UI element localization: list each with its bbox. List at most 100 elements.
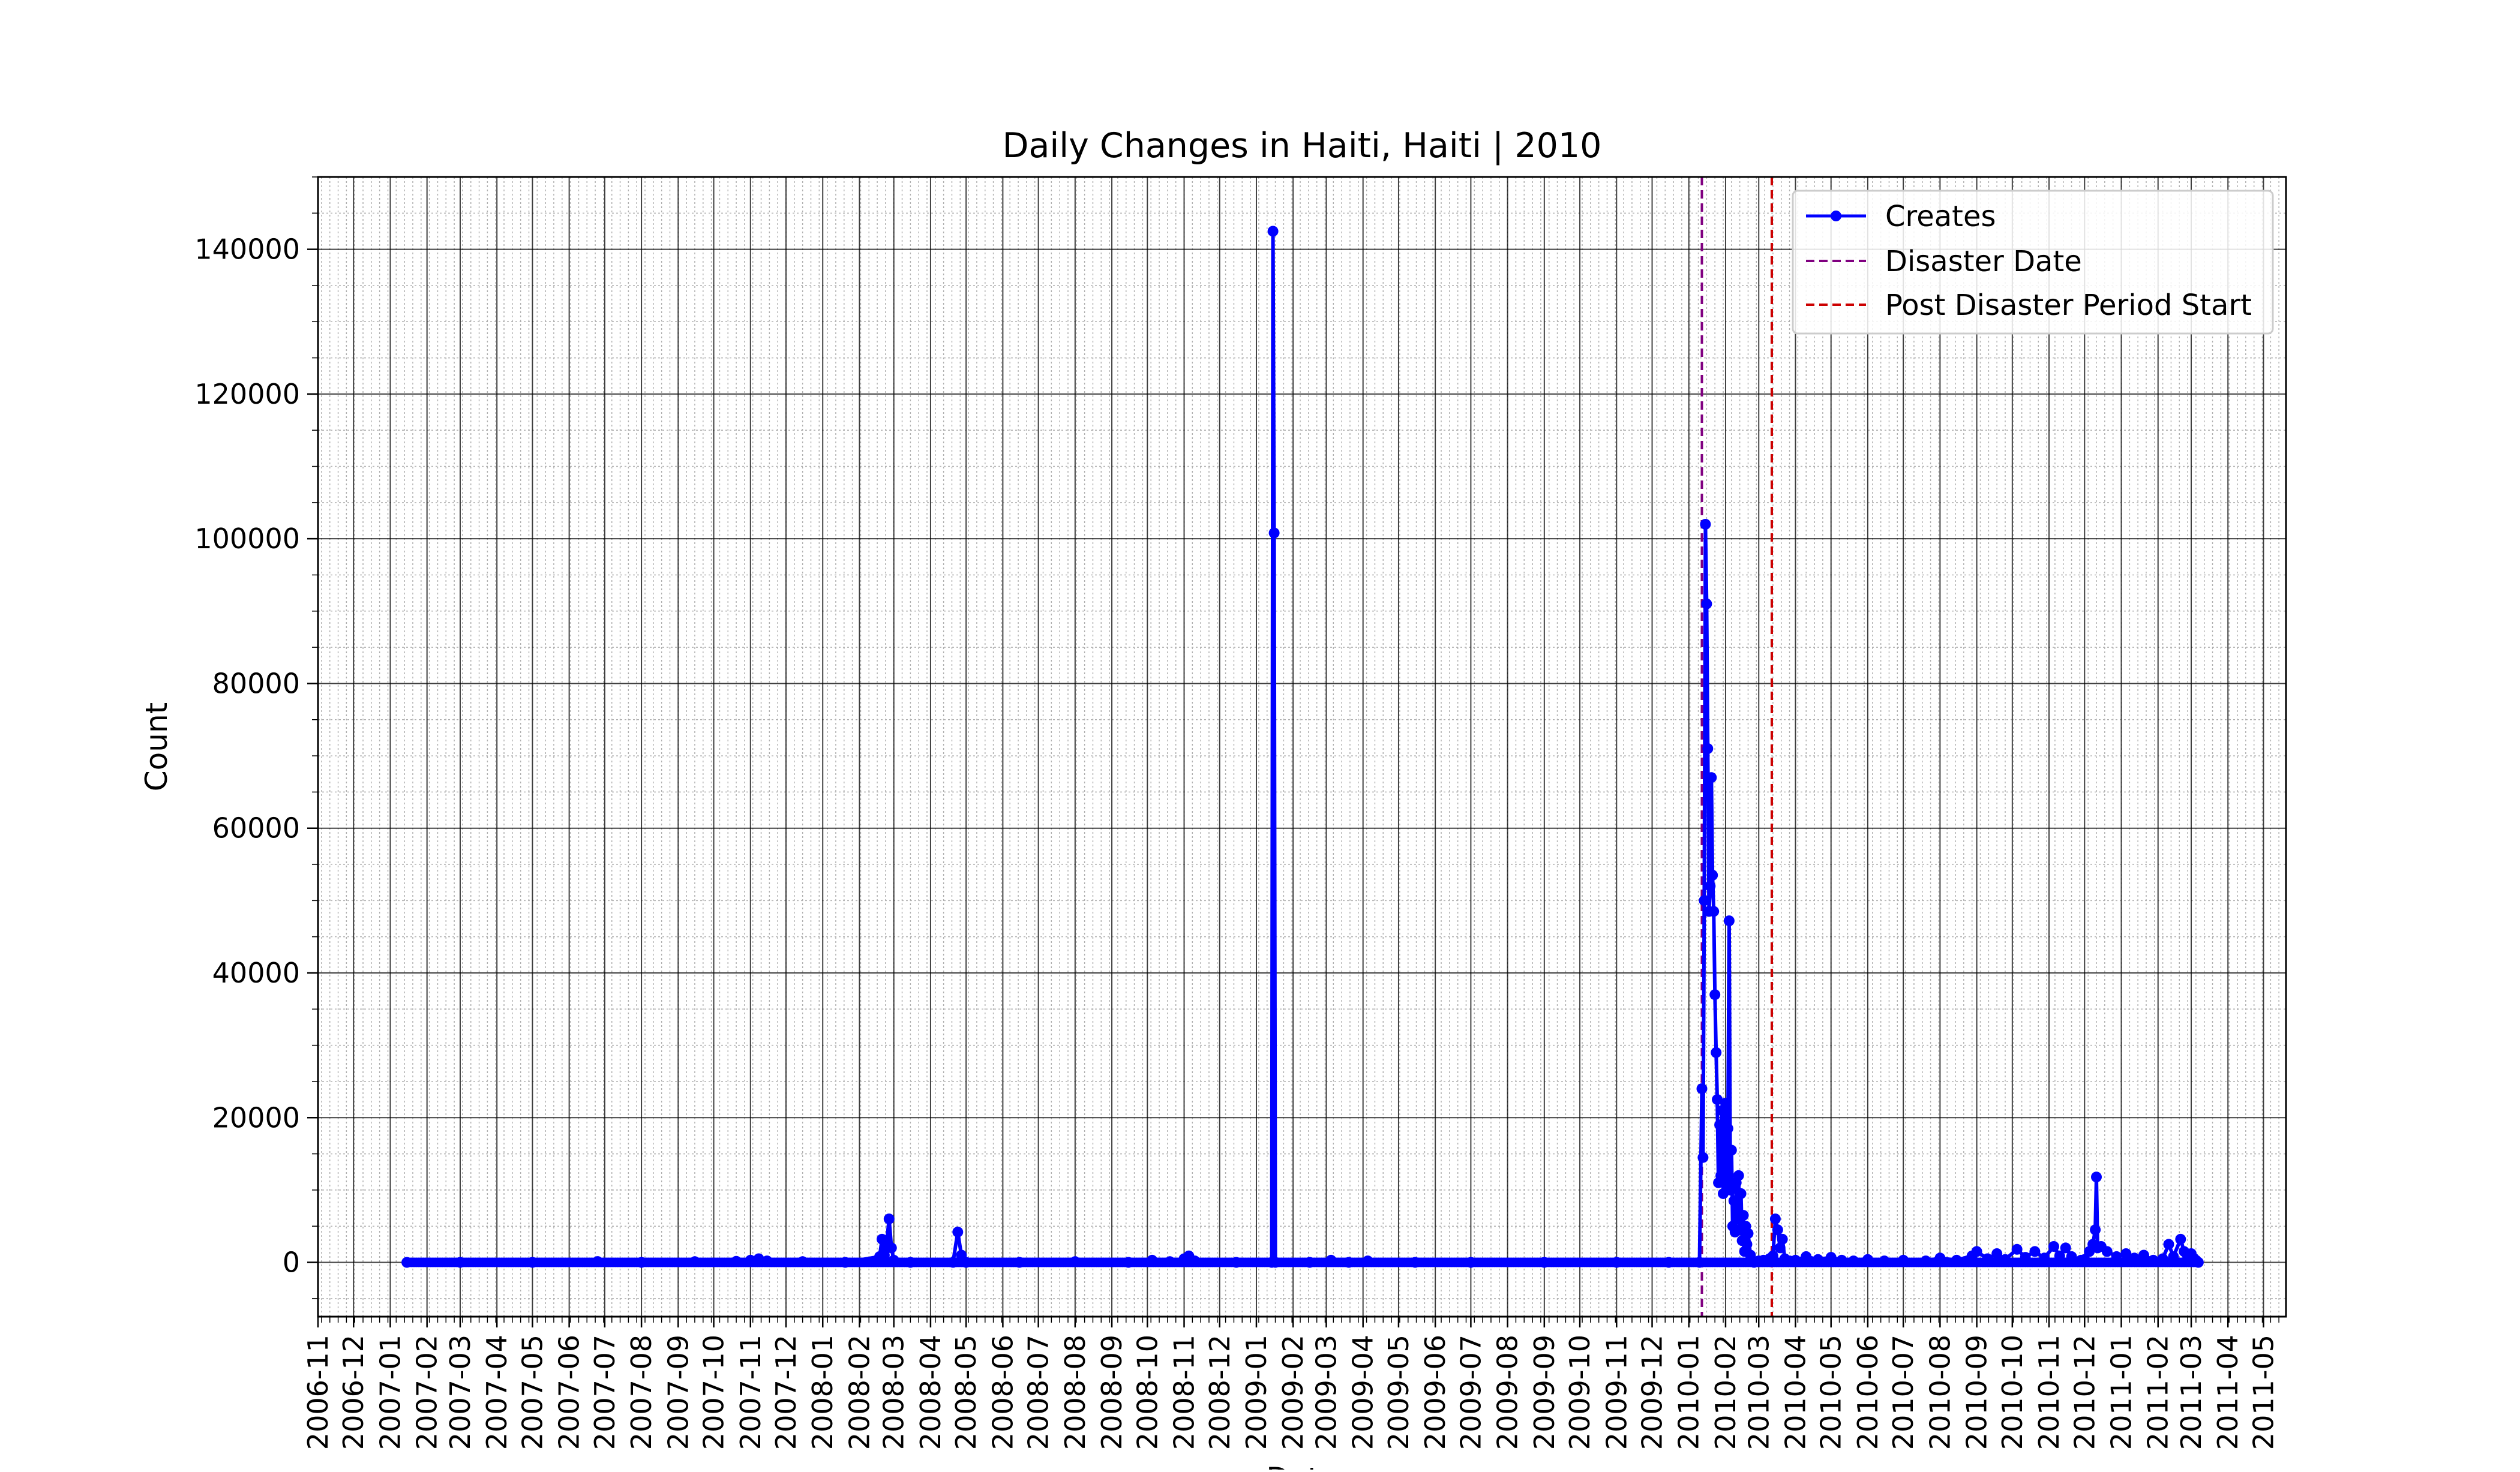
series-creates-point <box>1898 1254 1909 1266</box>
series-creates-point <box>1769 1213 1781 1225</box>
series-creates-point <box>1711 1047 1722 1058</box>
series-creates-point <box>2090 1224 2101 1236</box>
series-creates-point <box>761 1255 773 1267</box>
series-creates-point <box>1801 1251 1812 1262</box>
series-creates-point <box>689 1256 700 1267</box>
series-creates-point <box>2060 1242 2071 1254</box>
series-creates-point <box>1715 1170 1727 1181</box>
x-tick-label: 2006-12 <box>337 1335 370 1450</box>
series-creates-point <box>1813 1254 1823 1265</box>
x-tick-label: 2011-04 <box>2212 1335 2244 1450</box>
series-creates-point <box>731 1255 742 1267</box>
series-creates-point <box>1951 1254 1962 1266</box>
series-creates-point <box>1733 1170 1744 1181</box>
x-tick-label: 2007-12 <box>770 1335 802 1450</box>
series-creates-point <box>1700 519 1711 530</box>
series-creates-point <box>1189 1255 1201 1267</box>
x-tick-label: 2007-05 <box>516 1335 548 1450</box>
x-tick-label: 2008-09 <box>1096 1335 1128 1450</box>
x-tick-label: 2007-02 <box>411 1335 443 1450</box>
x-tick-label: 2009-10 <box>1564 1335 1596 1450</box>
series-creates-point <box>2054 1250 2065 1261</box>
y-axis: 0 20000 40000 60000 80000 100000 120000 140000 <box>194 176 318 1299</box>
series-creates-point <box>1702 743 1714 754</box>
x-tick-label: 2008-02 <box>843 1335 875 1450</box>
x-tick-label: 2011-05 <box>2247 1335 2279 1450</box>
series-creates-point <box>1774 1242 1786 1254</box>
series-creates-point <box>2079 1254 2090 1265</box>
series-layer <box>401 226 2204 1268</box>
series-creates-point <box>1862 1254 1873 1265</box>
x-tick-label: 2010-08 <box>1924 1335 1956 1450</box>
series-creates-point <box>2039 1252 2050 1264</box>
series-creates-point <box>2175 1233 2186 1245</box>
x-tick-label: 2009-05 <box>1382 1335 1415 1450</box>
series-creates-point <box>839 1257 851 1268</box>
series-creates-point <box>1724 1184 1736 1195</box>
series-creates-point <box>1738 1210 1749 1221</box>
x-tick-label: 2011-01 <box>2105 1335 2138 1450</box>
series-creates-point <box>1231 1257 1242 1268</box>
series-creates-point <box>636 1257 647 1268</box>
x-tick-label: 2010-10 <box>1996 1335 2029 1450</box>
y-tick-label: 0 <box>283 1246 300 1279</box>
series-creates-point <box>1920 1255 1931 1267</box>
series-creates-point <box>592 1256 603 1267</box>
series-creates-point <box>905 1257 916 1268</box>
series-creates-point <box>2066 1251 2077 1262</box>
y-tick-label: 140000 <box>194 233 300 266</box>
legend-post-disaster-label: Post Disaster Period Start <box>1885 289 2252 322</box>
series-creates-point <box>1014 1257 1025 1268</box>
x-tick-label: 2007-10 <box>698 1335 730 1450</box>
series-creates-point <box>527 1257 538 1268</box>
x-tick-label: 2010-02 <box>1709 1335 1742 1450</box>
series-creates-point <box>888 1254 899 1266</box>
reference-lines <box>1700 177 1773 1317</box>
x-tick-label: 2008-03 <box>878 1335 910 1450</box>
series-creates-line <box>407 229 2200 1264</box>
x-tick-label: 2008-08 <box>1059 1335 1091 1450</box>
x-tick-label: 2010-07 <box>1887 1335 1919 1450</box>
series-creates-point <box>1268 527 1280 539</box>
x-tick-label: 2009-02 <box>1277 1335 1309 1450</box>
series-creates-point <box>2020 1252 2031 1263</box>
series-creates-point <box>1767 1250 1778 1261</box>
x-tick-label: 2010-12 <box>2068 1335 2101 1450</box>
series-creates-point <box>2011 1243 2023 1255</box>
series-creates-point <box>2029 1246 2041 1257</box>
x-axis-label: Date <box>1266 1461 1338 1470</box>
series-creates-point <box>1735 1188 1747 1199</box>
series-creates-point <box>2129 1252 2140 1264</box>
series-creates-point <box>1409 1257 1421 1268</box>
series-creates-point <box>1538 1257 1550 1268</box>
x-tick-label: 2010-06 <box>1852 1335 1884 1450</box>
x-tick-label: 2010-05 <box>1815 1335 1847 1450</box>
series-creates-point <box>1123 1257 1134 1268</box>
series-creates-point <box>745 1254 756 1266</box>
series-creates-point <box>2168 1251 2179 1262</box>
x-tick-label: 2008-12 <box>1204 1335 1236 1450</box>
series-creates-point <box>1611 1257 1622 1268</box>
series-creates-point <box>1465 1257 1477 1268</box>
series-creates-point <box>2111 1251 2122 1262</box>
series-creates-point <box>401 1257 413 1268</box>
x-tick-label: 2008-05 <box>950 1335 982 1450</box>
series-creates-point <box>2138 1249 2149 1261</box>
x-tick-label: 2009-12 <box>1636 1335 1669 1450</box>
x-tick-label: 2011-03 <box>2175 1335 2207 1450</box>
series-creates-point <box>1164 1256 1175 1267</box>
y-tick-label: 60000 <box>212 812 300 845</box>
series-creates-point <box>1790 1254 1801 1266</box>
x-tick-label: 2009-08 <box>1492 1335 1524 1450</box>
x-tick-label: 2007-11 <box>734 1335 767 1450</box>
series-creates-point <box>1742 1228 1754 1239</box>
series-creates-point <box>1825 1252 1837 1263</box>
series-creates-point <box>1325 1254 1337 1266</box>
x-tick-label: 2007-01 <box>374 1335 406 1450</box>
x-tick-label: 2008-01 <box>806 1335 839 1450</box>
series-creates-point <box>1708 906 1720 917</box>
y-tick-label: 100000 <box>194 522 300 555</box>
x-tick-label: 2006-11 <box>302 1335 334 1450</box>
